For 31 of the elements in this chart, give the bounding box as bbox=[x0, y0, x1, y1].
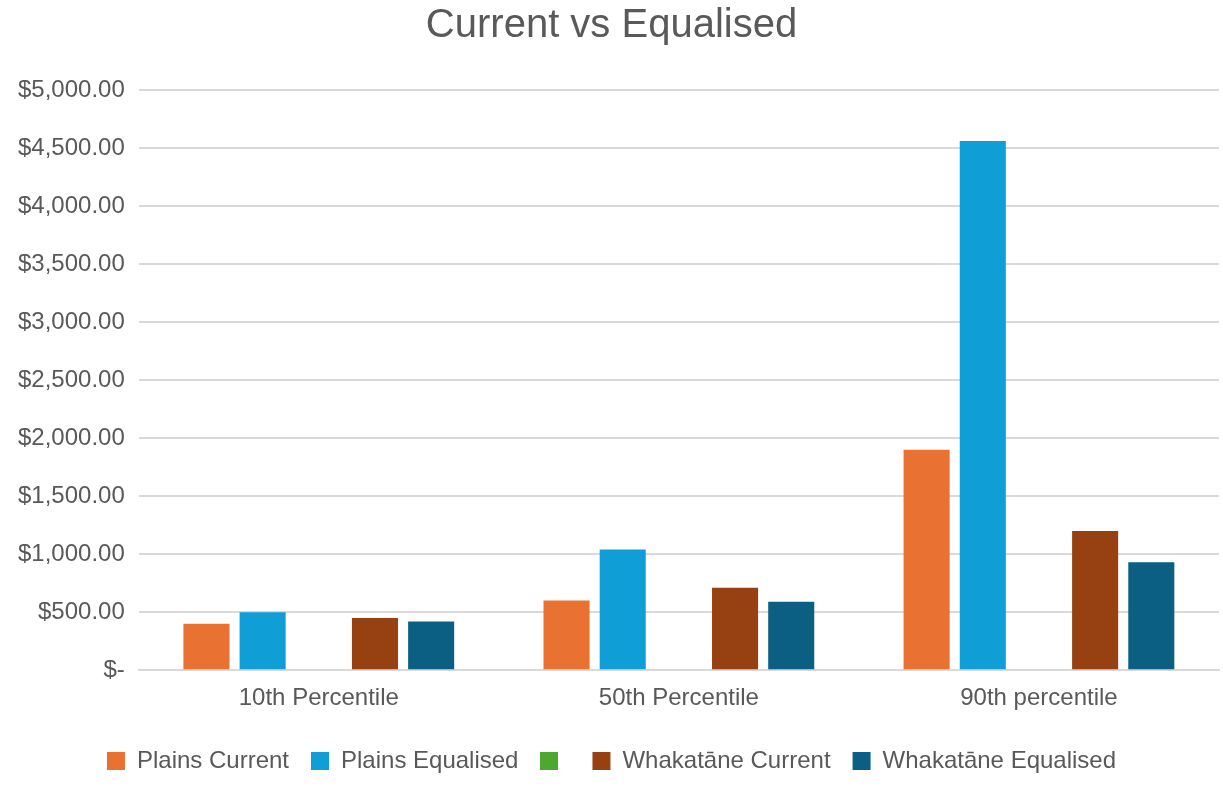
x-tick-label: 50th Percentile bbox=[598, 683, 759, 711]
bar bbox=[599, 549, 646, 670]
bar bbox=[903, 449, 950, 670]
bar bbox=[1072, 530, 1119, 670]
bar bbox=[543, 600, 590, 670]
bar bbox=[239, 612, 286, 670]
bar bbox=[1128, 562, 1175, 670]
x-tick-label: 90th percentile bbox=[960, 683, 1118, 711]
y-tick-label: $3,500.00 bbox=[17, 248, 125, 276]
y-tick-label: $500.00 bbox=[38, 596, 125, 624]
bar bbox=[959, 141, 1006, 670]
legend-label: Plains Equalised bbox=[341, 745, 519, 773]
bar bbox=[183, 623, 230, 670]
bar bbox=[408, 621, 455, 670]
y-tick-label: $5,000.00 bbox=[17, 74, 125, 102]
y-tick-label: $1,500.00 bbox=[17, 480, 125, 508]
y-tick-label: $- bbox=[103, 654, 125, 682]
legend-label: Plains Current bbox=[136, 745, 290, 773]
chart-title: Current vs Equalised bbox=[425, 1, 798, 46]
y-tick-label: $4,500.00 bbox=[17, 132, 125, 160]
y-tick-label: $2,000.00 bbox=[17, 422, 125, 450]
y-tick-label: $2,500.00 bbox=[17, 364, 125, 392]
x-tick-label: 10th Percentile bbox=[238, 683, 399, 711]
bar bbox=[351, 617, 399, 670]
bar bbox=[712, 587, 759, 670]
bar bbox=[768, 601, 815, 670]
legend-label: Whakatāne Equalised bbox=[882, 745, 1117, 773]
y-tick-label: $3,000.00 bbox=[17, 306, 125, 334]
legend-label: Whakatāne Current bbox=[622, 745, 831, 773]
y-tick-label: $1,000.00 bbox=[17, 538, 125, 566]
y-tick-label: $4,000.00 bbox=[17, 190, 125, 218]
